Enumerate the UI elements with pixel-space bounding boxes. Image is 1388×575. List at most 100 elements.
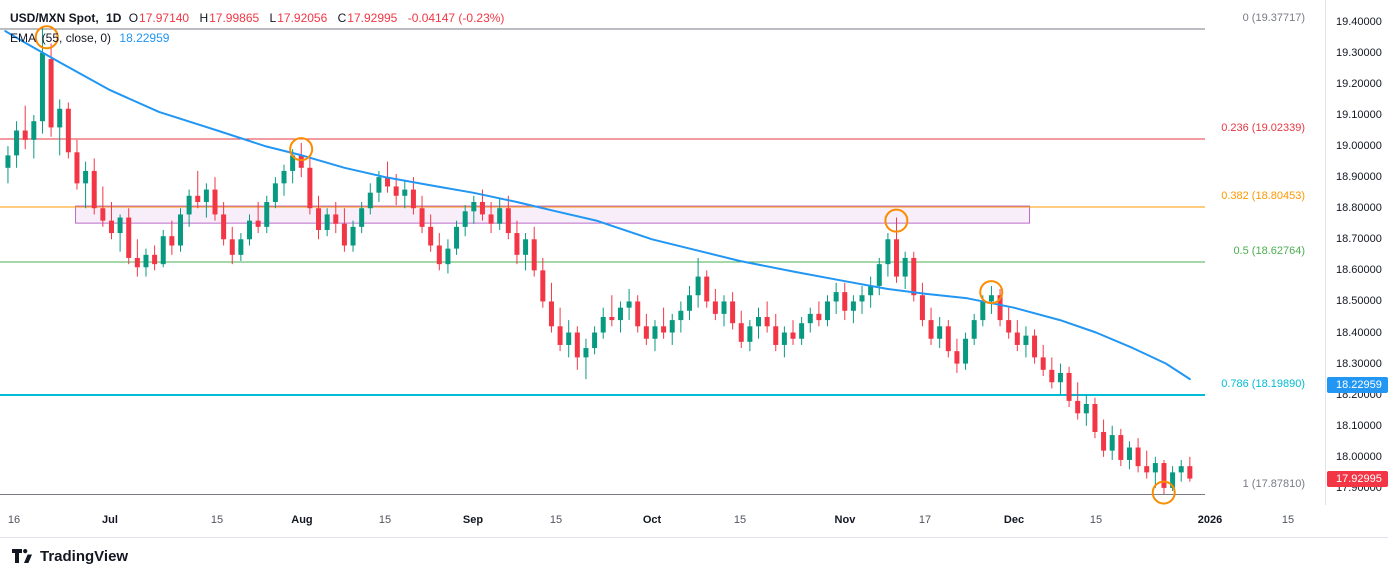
candle-body: [997, 295, 1003, 321]
candle-body: [290, 155, 296, 171]
ema-indicator-label[interactable]: EMA: [10, 31, 36, 45]
candle-body: [937, 326, 943, 339]
ema-price-badge: 18.22959: [1327, 377, 1388, 394]
ema-params: (55, close, 0): [41, 31, 112, 45]
candle-body: [367, 192, 373, 209]
candle-body: [954, 351, 960, 364]
time-label: 15: [1089, 514, 1103, 526]
candle-body: [385, 177, 391, 187]
candle-body: [963, 338, 969, 364]
candlestick-chart[interactable]: [0, 0, 1325, 505]
candle-body: [635, 301, 641, 327]
candle-body: [281, 170, 287, 184]
candle-body: [169, 236, 175, 246]
time-label: 2026: [1197, 514, 1223, 526]
candle-body: [678, 310, 684, 321]
ema-line: [4, 30, 1191, 381]
candle-body: [74, 152, 80, 184]
fib-supply-zone[interactable]: [75, 205, 1031, 224]
price-tick: 19.20000: [1336, 77, 1382, 90]
price-tick: 19.10000: [1336, 108, 1382, 121]
price-tick: 18.10000: [1336, 419, 1382, 432]
candle-body: [1040, 357, 1046, 370]
candle-body: [919, 295, 925, 321]
footer-bar: TradingView: [0, 537, 1388, 575]
fib-level-label-3: 0.5 (18.62764): [1233, 244, 1305, 257]
chart-plot-area[interactable]: USD/MXN Spot, 1D O17.97140 H17.99865 L17…: [0, 0, 1325, 505]
candle-body: [298, 155, 304, 168]
candle-body: [100, 208, 106, 221]
candle-body: [747, 326, 753, 342]
price-axis[interactable]: 19.40000 19.30000 19.20000 19.10000 19.00000…: [1325, 0, 1388, 505]
candle-body: [393, 186, 399, 196]
candle-body: [117, 217, 123, 234]
tradingview-logo[interactable]: TradingView: [12, 548, 128, 565]
candle-body: [177, 214, 183, 246]
candle-body: [1126, 447, 1132, 460]
low-value: L17.92056: [269, 11, 328, 25]
candle-body: [807, 313, 813, 324]
ema-legend-row[interactable]: EMA (55, close, 0) 18.22959: [10, 28, 504, 48]
candle-body: [1101, 431, 1107, 451]
candle-body: [686, 295, 692, 311]
candle-body: [65, 108, 71, 153]
fib-level-label-5: 1 (17.87810): [1242, 477, 1305, 490]
candle-body: [1066, 372, 1072, 401]
candle-body: [1049, 369, 1055, 383]
fib-level-label-0: 0 (19.37717): [1242, 11, 1305, 24]
marker-circle-3: [979, 280, 1004, 305]
tradingview-logo-icon: [12, 548, 32, 563]
candle-body: [428, 226, 434, 246]
price-tick: 18.80000: [1336, 202, 1382, 215]
marker-circle-4: [1151, 480, 1176, 505]
candle-body: [471, 202, 477, 212]
candle-body: [505, 208, 511, 234]
candle-body: [850, 301, 856, 311]
candle-body: [928, 320, 934, 339]
candle-body: [574, 332, 580, 358]
candle-body: [1152, 463, 1158, 473]
candle-body: [229, 239, 235, 255]
price-tick: 18.90000: [1336, 171, 1382, 184]
symbol-legend-row: USD/MXN Spot, 1D O17.97140 H17.99865 L17…: [10, 8, 504, 28]
price-tick: 18.40000: [1336, 326, 1382, 339]
candle-body: [781, 332, 787, 345]
candle-body: [497, 208, 503, 224]
candle-body: [419, 208, 425, 227]
marker-circle-1: [289, 137, 314, 162]
candle-body: [988, 295, 994, 302]
candle-body: [566, 332, 572, 345]
close-value: C17.92995: [337, 11, 398, 25]
candle-body: [247, 220, 253, 240]
candle-body: [721, 301, 727, 314]
change-value: -0.04147 (-0.23%): [407, 11, 505, 25]
candle-body: [376, 177, 382, 193]
candle-body: [5, 155, 11, 168]
candle-body: [643, 326, 649, 339]
candle-body: [773, 326, 779, 345]
candle-body: [868, 285, 874, 296]
candle-body: [661, 326, 667, 333]
candle-body: [212, 189, 218, 215]
time-label: Sep: [462, 514, 484, 526]
candle-body: [1118, 435, 1124, 460]
candle-body: [462, 211, 468, 227]
candle-body: [859, 295, 865, 302]
candle-body: [160, 236, 166, 265]
candle-body: [324, 214, 330, 230]
interval-label[interactable]: 1D: [106, 11, 122, 25]
candle-body: [583, 348, 589, 358]
candle-body: [911, 257, 917, 296]
candle-body: [902, 257, 908, 277]
candle-body: [600, 316, 606, 333]
symbol-title[interactable]: USD/MXN Spot,: [10, 11, 99, 25]
candle-body: [479, 202, 485, 215]
candle-body: [799, 323, 805, 339]
candle-body: [255, 220, 261, 227]
time-label: Jul: [102, 514, 118, 526]
time-axis[interactable]: 16 Jul 15 Aug 15 Sep 15 Oct 15 Nov 17 Dec 15 2026 15: [0, 505, 1325, 537]
time-label: 17: [918, 514, 932, 526]
candle-body: [436, 245, 442, 265]
candle-body: [341, 223, 347, 246]
